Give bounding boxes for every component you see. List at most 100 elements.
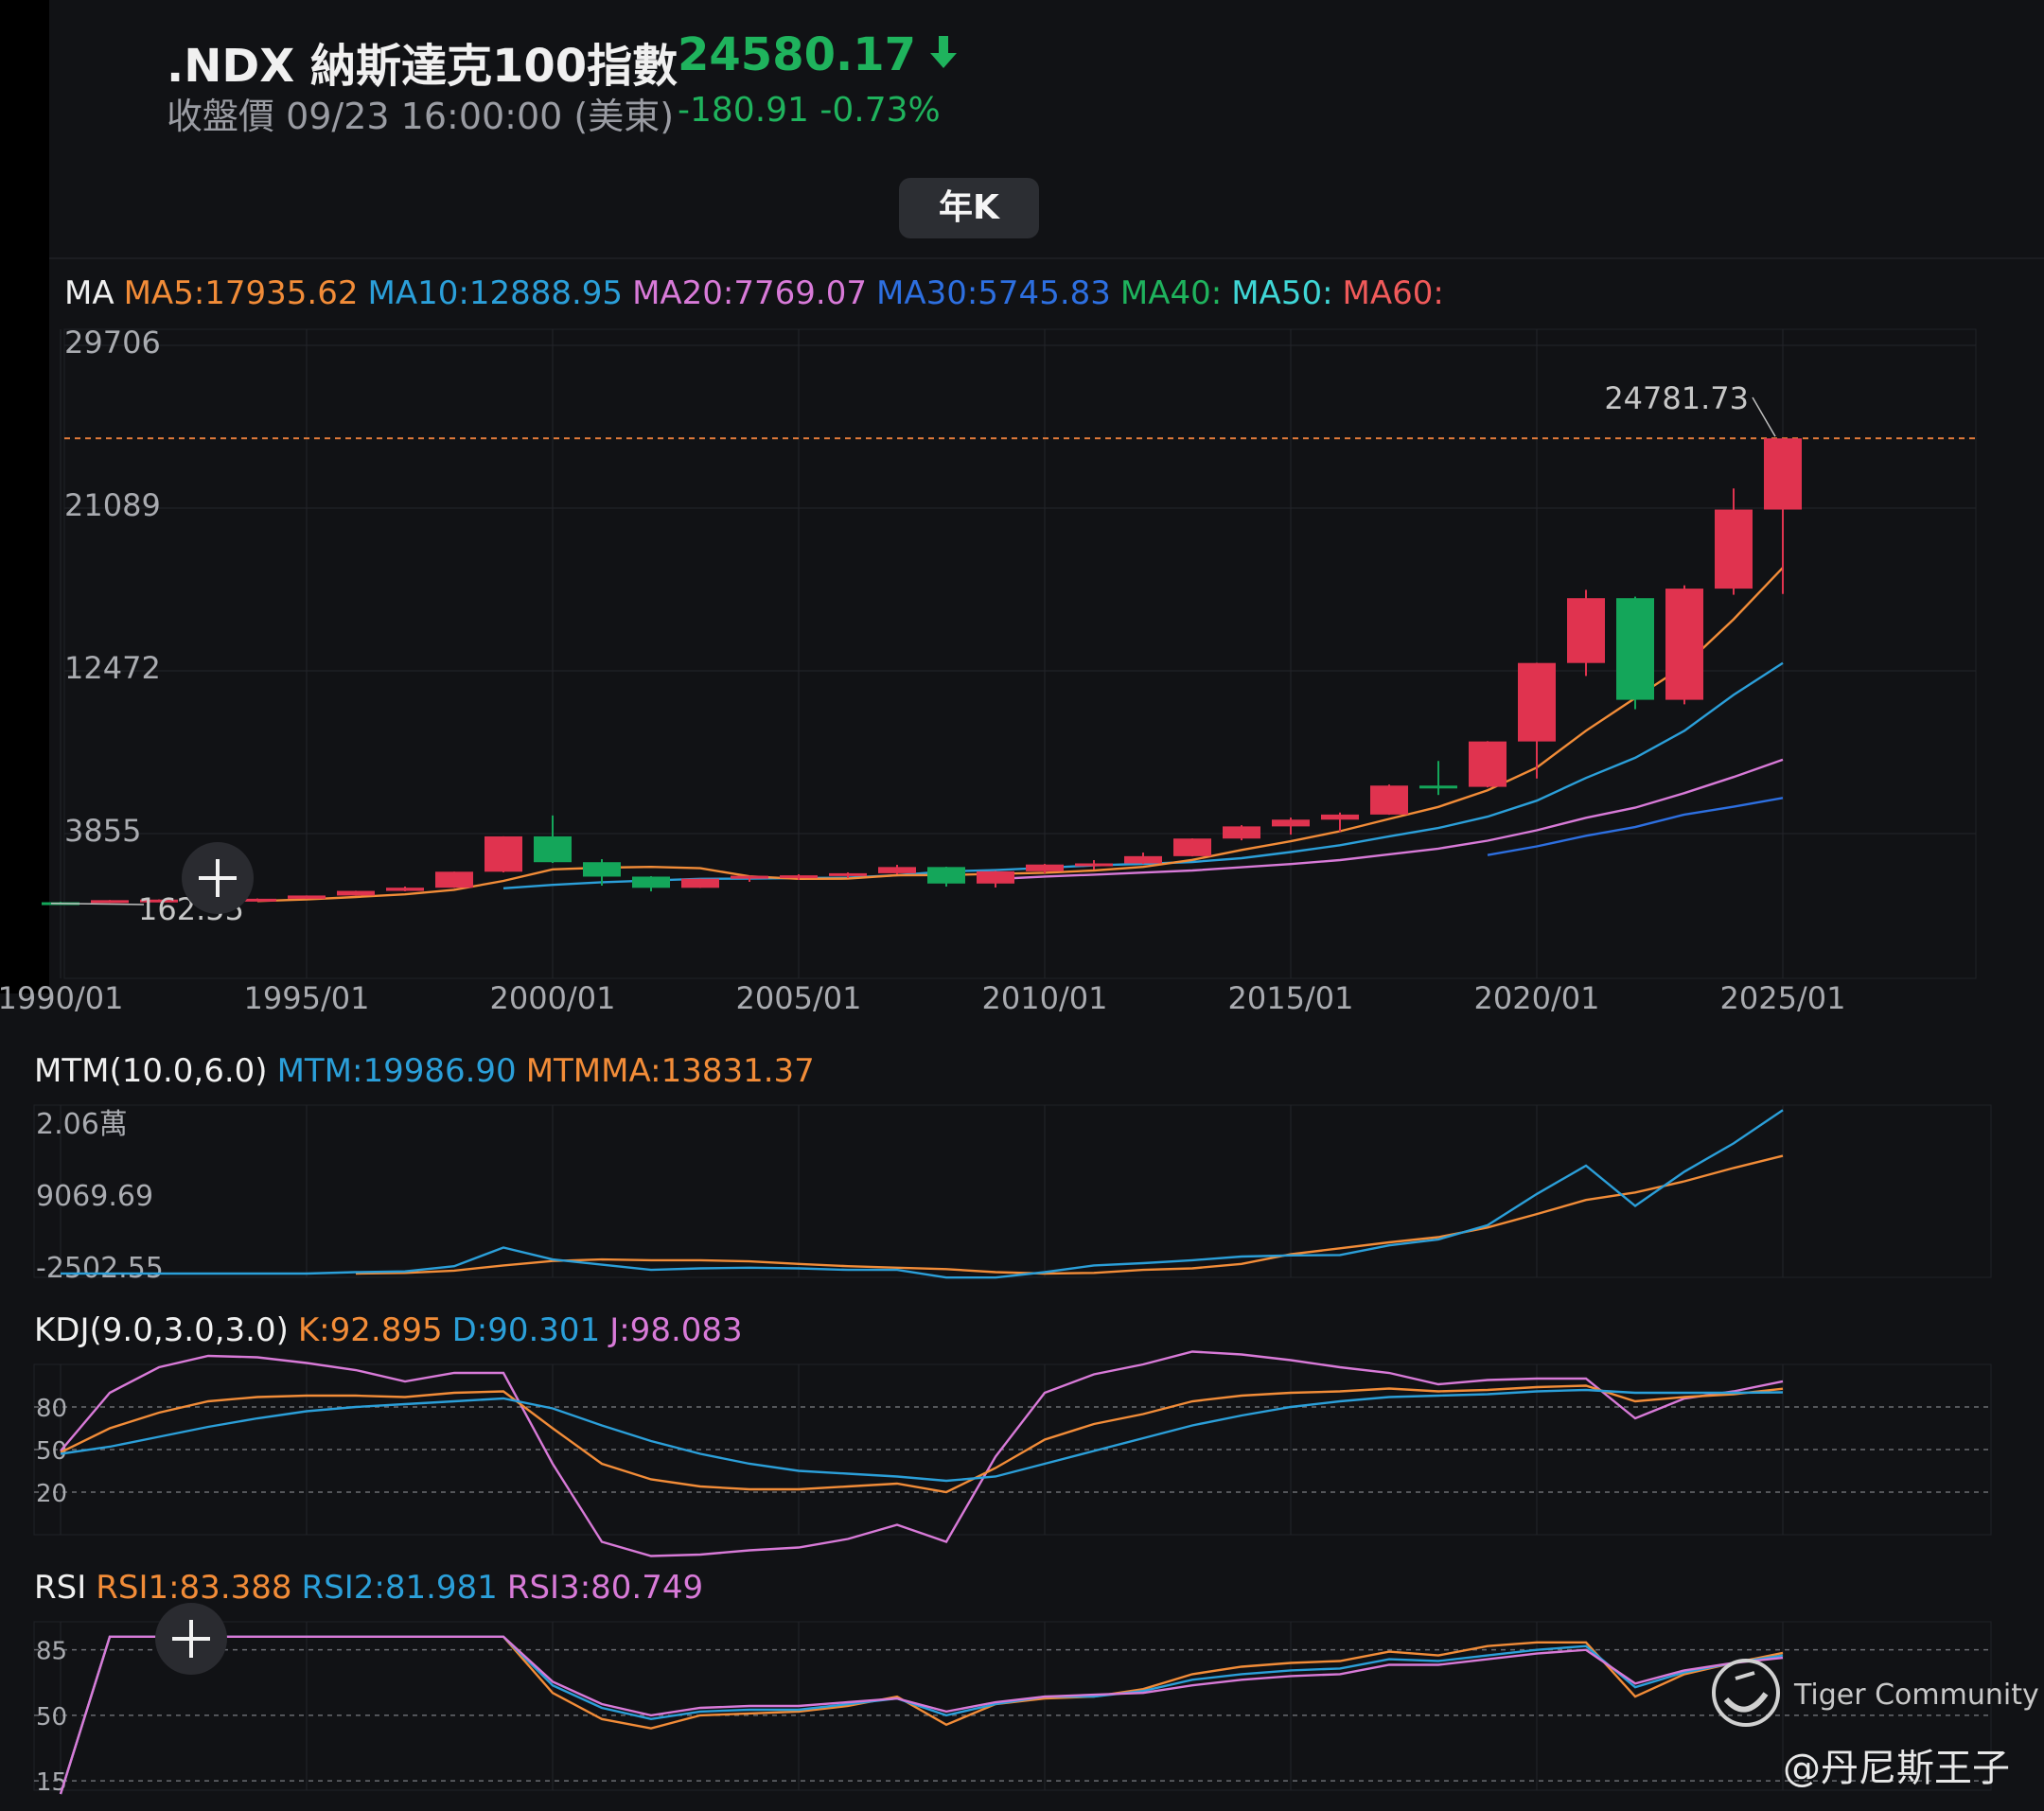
candle-body xyxy=(878,867,916,873)
rsi-rsi3-line xyxy=(59,1635,1784,1795)
candle-body xyxy=(1223,826,1260,839)
price-value: 24580.17 xyxy=(678,28,917,81)
ma20-label: MA20:7769.07 xyxy=(632,274,867,312)
rsi-y-tick: 15 xyxy=(36,1768,67,1797)
symbol-title: .NDX 納斯達克100指數 xyxy=(167,40,678,93)
kdj-legend-title: KDJ(9.0,3.0,3.0) xyxy=(34,1311,289,1349)
mtm-plot-frame xyxy=(33,1104,1992,1278)
mtm-label: MTM:19986.90 xyxy=(276,1052,517,1090)
author-tag: @丹尼斯王子 xyxy=(1783,1747,2010,1790)
candle-body xyxy=(1419,785,1457,789)
main-plot-frame xyxy=(63,328,1977,979)
candle-body xyxy=(288,895,326,899)
candle-body xyxy=(977,870,1014,884)
candle-body xyxy=(632,876,670,888)
rsi-plot-frame xyxy=(33,1621,1992,1791)
kdj-legend: KDJ(9.0,3.0,3.0) K:92.895 D:90.301 J:98.083 xyxy=(34,1311,752,1349)
mtm-y-tick: -2502.55 xyxy=(36,1252,164,1285)
left-edge-strip xyxy=(0,0,49,993)
main-y-tick: 3855 xyxy=(64,813,141,849)
rsi3-label: RSI3:80.749 xyxy=(506,1569,704,1607)
mtm-mtm-line xyxy=(61,1109,1784,1279)
rsi-y-tick: 50 xyxy=(36,1703,67,1732)
k-label: K:92.895 xyxy=(297,1311,443,1349)
main-x-tick: 2025/01 xyxy=(1720,980,1846,1016)
rsi-legend: RSI RSI1:83.388 RSI2:81.981 RSI3:80.749 xyxy=(34,1569,713,1607)
candle-body xyxy=(238,898,276,902)
kdj-j-line xyxy=(60,1350,1784,1557)
rsi-legend-title: RSI xyxy=(34,1569,87,1607)
candle-body xyxy=(1026,864,1064,871)
candle-body xyxy=(485,835,522,872)
ma20-line xyxy=(995,758,1784,881)
down-arrow-icon xyxy=(927,28,960,81)
candle-body xyxy=(731,875,768,879)
close-status: 收盤價 09/23 16:00:00 (美東) xyxy=(167,96,675,137)
candle-body xyxy=(829,872,867,876)
mtm-mtmma-line xyxy=(355,1154,1784,1275)
watermark: Tiger Community xyxy=(1709,1656,2039,1733)
rsi2-label: RSI2:81.981 xyxy=(301,1569,498,1607)
kdj-y-tick: 80 xyxy=(36,1395,67,1423)
main-x-tick: 2005/01 xyxy=(736,980,862,1016)
candle-body xyxy=(1616,598,1654,700)
min-label-leader xyxy=(50,902,145,906)
ma5-label: MA5:17935.62 xyxy=(123,274,359,312)
period-button-yearly[interactable]: 年K xyxy=(899,178,1039,238)
ma50-label: MA50: xyxy=(1231,274,1333,312)
main-y-tick: 21089 xyxy=(64,487,161,523)
candle-body xyxy=(1469,741,1507,787)
candle-body xyxy=(681,878,719,888)
candle-body xyxy=(1567,598,1605,663)
kdj-k-line xyxy=(60,1384,1784,1494)
candle-body xyxy=(435,871,473,888)
max-price-label: 24781.73 xyxy=(1604,380,1749,416)
header-separator xyxy=(49,257,2044,259)
ma30-line xyxy=(1487,797,1784,856)
rsi1-label: RSI1:83.388 xyxy=(96,1569,292,1607)
main-y-tick: 12472 xyxy=(64,650,161,686)
main-x-tick: 2020/01 xyxy=(1474,980,1600,1016)
rsi-y-tick: 85 xyxy=(36,1638,67,1666)
tiger-logo-icon xyxy=(1709,1656,1783,1733)
main-x-tick: 1995/01 xyxy=(244,980,370,1016)
candle-body xyxy=(1370,785,1408,815)
candle-body xyxy=(1075,863,1113,867)
price-change: -180.91 -0.73% xyxy=(678,91,941,130)
candle-body xyxy=(1124,855,1162,864)
candle-body xyxy=(1173,838,1211,856)
max-label-leader xyxy=(1752,396,1776,437)
crosshair-icon xyxy=(199,859,237,897)
ma40-label: MA40: xyxy=(1119,274,1223,312)
main-x-tick: 1990/01 xyxy=(0,980,123,1016)
ma60-label: MA60: xyxy=(1342,274,1444,312)
last-price: 24580.17 xyxy=(678,28,960,81)
main-x-tick: 2015/01 xyxy=(1228,980,1354,1016)
candle-body xyxy=(1764,438,1802,510)
candle-body xyxy=(386,888,424,891)
kdj-d-line xyxy=(60,1388,1784,1483)
candle-body xyxy=(534,835,572,863)
candle-body xyxy=(91,900,129,904)
ma-legend-title: MA xyxy=(64,274,115,312)
ma30-label: MA30:5745.83 xyxy=(875,274,1111,312)
watermark-text: Tiger Community xyxy=(1794,1678,2039,1712)
mtm-y-tick: 2.06萬 xyxy=(36,1108,128,1141)
mtm-legend: MTM(10.0,6.0) MTM:19986.90 MTMMA:13831.37 xyxy=(34,1052,824,1090)
j-label: J:98.083 xyxy=(609,1311,743,1349)
candle-body xyxy=(1321,814,1359,820)
rsi-crosshair-icon xyxy=(172,1620,210,1658)
mtm-legend-title: MTM(10.0,6.0) xyxy=(34,1052,268,1090)
ma5-line xyxy=(256,567,1784,903)
candle-body xyxy=(1665,589,1703,700)
candle-body xyxy=(583,862,621,877)
candle-body xyxy=(927,867,965,884)
candle-body xyxy=(780,875,818,879)
candle-body xyxy=(1518,662,1556,742)
d-label: D:90.301 xyxy=(451,1311,601,1349)
candle-body xyxy=(1715,509,1753,589)
kdj-y-tick: 20 xyxy=(36,1480,67,1508)
candle-body xyxy=(337,890,375,896)
main-y-tick: 29706 xyxy=(64,325,161,360)
